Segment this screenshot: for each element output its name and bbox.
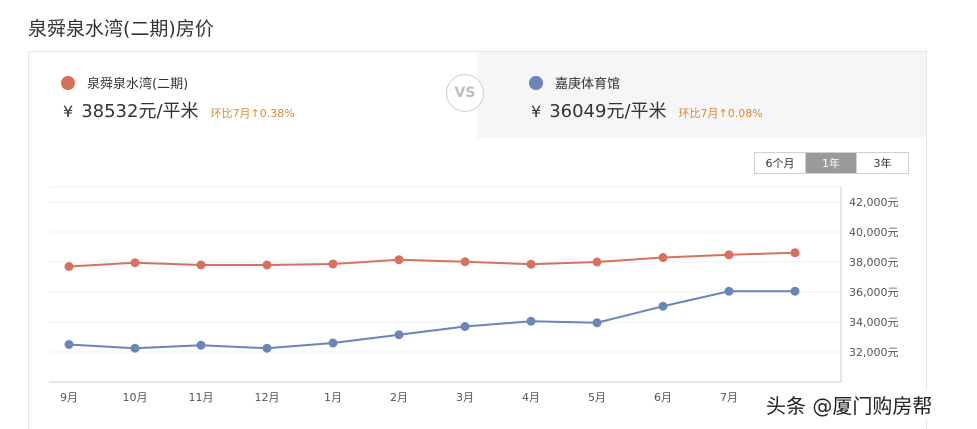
left-currency: ¥ bbox=[63, 102, 74, 121]
left-community-name: 泉舜泉水湾(二期) bbox=[87, 77, 189, 92]
y-tick-label: 32,000元 bbox=[849, 346, 899, 359]
series-2-point bbox=[64, 340, 74, 349]
y-tick-label: 34,000元 bbox=[849, 316, 899, 329]
series-2-point bbox=[328, 338, 338, 348]
y-tick-label: 42,000元 bbox=[849, 196, 899, 209]
series-line-1 bbox=[68, 251, 796, 268]
x-tick-label: 3月 bbox=[456, 391, 474, 404]
series-1-point bbox=[592, 257, 602, 267]
left-legend-dot bbox=[61, 76, 75, 90]
series-1-point bbox=[394, 255, 404, 265]
x-tick-label: 11月 bbox=[189, 391, 214, 404]
x-tick-label: 1月 bbox=[324, 391, 342, 404]
vs-badge: VS bbox=[446, 74, 484, 112]
series-1-point bbox=[790, 248, 800, 258]
comparison-header: 泉舜泉水湾(二期) ¥ 38532元/平米 环比7月↑0.38% VS 嘉庚体育… bbox=[29, 52, 926, 138]
x-tick-label: 5月 bbox=[588, 391, 606, 404]
x-tick-label: 9月 bbox=[60, 391, 78, 404]
right-legend-dot bbox=[529, 76, 543, 90]
left-price-row: ¥ 38532元/平米 环比7月↑0.38% bbox=[63, 97, 295, 123]
series-line-2 bbox=[68, 290, 795, 350]
right-price: 36049元/平米 bbox=[549, 101, 667, 122]
right-change: 环比7月↑0.08% bbox=[678, 107, 763, 120]
series-2-point bbox=[592, 318, 602, 328]
x-tick-label: 6月 bbox=[654, 391, 672, 404]
y-tick-label: 40,000元 bbox=[849, 226, 899, 239]
series-1-point bbox=[262, 260, 272, 270]
compare-left: 泉舜泉水湾(二期) ¥ 38532元/平米 环比7月↑0.38% bbox=[29, 52, 477, 138]
series-2-point bbox=[790, 286, 800, 296]
series-1-point bbox=[130, 258, 140, 268]
series-2-point bbox=[724, 286, 734, 296]
x-tick-label: 10月 bbox=[123, 391, 148, 404]
tab-6-months[interactable]: 6个月 bbox=[755, 153, 806, 173]
x-tick-label: 4月 bbox=[522, 391, 540, 404]
series-2-point bbox=[526, 316, 536, 326]
price-trend-chart: 32,000元 34,000元 36,000元 38,000元 40,000元 42,00… bbox=[49, 186, 899, 404]
series-1-point bbox=[64, 262, 74, 271]
x-tick-label: 2月 bbox=[390, 391, 408, 404]
series-1-point bbox=[526, 259, 536, 269]
series-1-point bbox=[658, 253, 668, 262]
left-change: 环比7月↑0.38% bbox=[210, 107, 295, 120]
series-2-point bbox=[394, 330, 404, 340]
series-1-point bbox=[328, 259, 338, 269]
right-currency: ¥ bbox=[531, 102, 542, 121]
y-tick-label: 38,000元 bbox=[849, 256, 899, 269]
series-2-point bbox=[262, 343, 272, 353]
series-2-point bbox=[460, 322, 470, 331]
series-2-point bbox=[196, 340, 206, 350]
x-tick-label: 12月 bbox=[255, 391, 280, 404]
price-comparison-card: 泉舜泉水湾(二期) ¥ 38532元/平米 环比7月↑0.38% VS 嘉庚体育… bbox=[28, 51, 927, 429]
x-tick-label: 7月 bbox=[720, 391, 738, 404]
series-2-point bbox=[658, 301, 668, 311]
series-1-point bbox=[460, 257, 470, 267]
range-tabs: 6个月 1年 3年 bbox=[754, 152, 909, 174]
right-community-name: 嘉庚体育馆 bbox=[555, 77, 621, 92]
y-tick-label: 36,000元 bbox=[849, 286, 899, 299]
right-price-row: ¥ 36049元/平米 环比7月↑0.08% bbox=[531, 97, 763, 123]
series-2-point bbox=[130, 343, 140, 353]
compare-right: 嘉庚体育馆 ¥ 36049元/平米 环比7月↑0.08% bbox=[477, 52, 926, 138]
series-1-point bbox=[724, 250, 734, 260]
watermark: 头条 @厦门购房帮 bbox=[760, 390, 939, 419]
tab-1-year[interactable]: 1年 bbox=[806, 153, 857, 173]
page-title: 泉舜泉水湾(二期)房价 bbox=[28, 18, 214, 40]
series-1-point bbox=[196, 260, 206, 270]
tab-3-years[interactable]: 3年 bbox=[857, 153, 908, 173]
left-price: 38532元/平米 bbox=[81, 101, 199, 122]
